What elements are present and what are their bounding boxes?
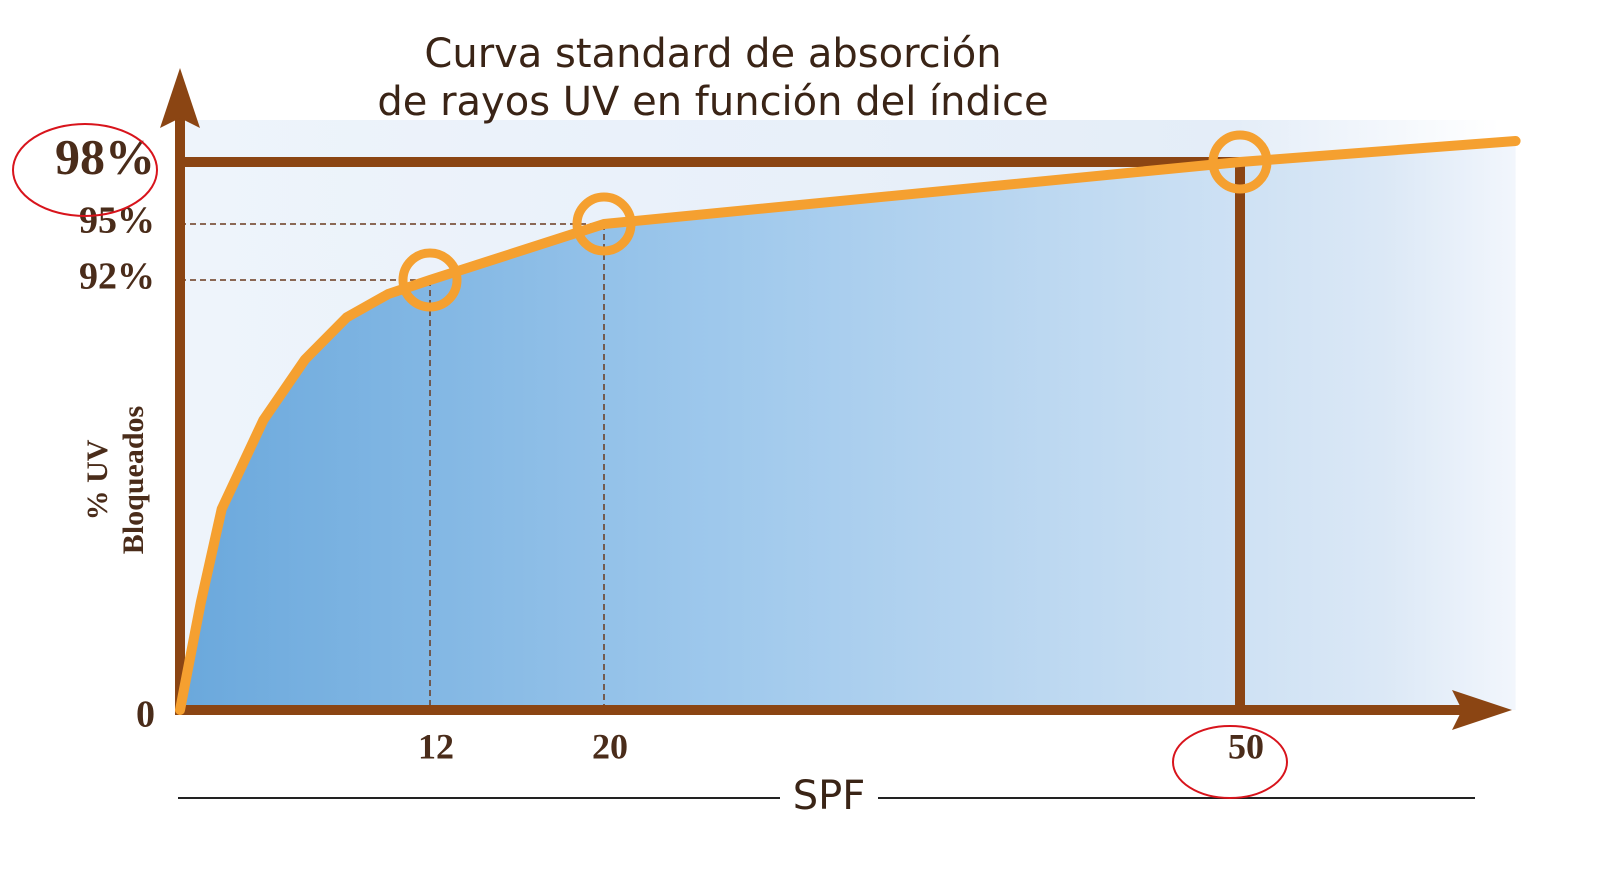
highlight-ring [12, 123, 158, 217]
x-tick-label: 50 [1228, 726, 1264, 766]
series-line [175, 136, 1521, 715]
y-tick-label: 0 [136, 694, 155, 736]
x-axis-arrow [1452, 690, 1512, 730]
area [180, 141, 1516, 710]
title-line: de rayos UV en función del índice [377, 79, 1048, 125]
y-label-line: Bloqueados [117, 406, 150, 554]
x-label: SPF [793, 773, 866, 819]
y-tick-label: 92% [79, 256, 155, 298]
y-tick-label: 95% [79, 200, 155, 242]
point-marker [572, 192, 636, 256]
plot: 12 20 50 0 92% 95% 98% [55, 68, 1521, 766]
x-tick-label: 20 [592, 726, 628, 766]
point-marker [1208, 130, 1272, 194]
y-tick-label: 98% [55, 128, 155, 184]
point-marker [398, 248, 462, 312]
y-axis-arrow [160, 68, 200, 128]
x-tick-label: 12 [418, 726, 454, 766]
highlight-ring [1172, 725, 1288, 799]
y-label: % UV Bloqueados [81, 406, 150, 554]
title-line: Curva standard de absorción [424, 31, 1001, 77]
y-label-line: % UV [81, 439, 114, 520]
